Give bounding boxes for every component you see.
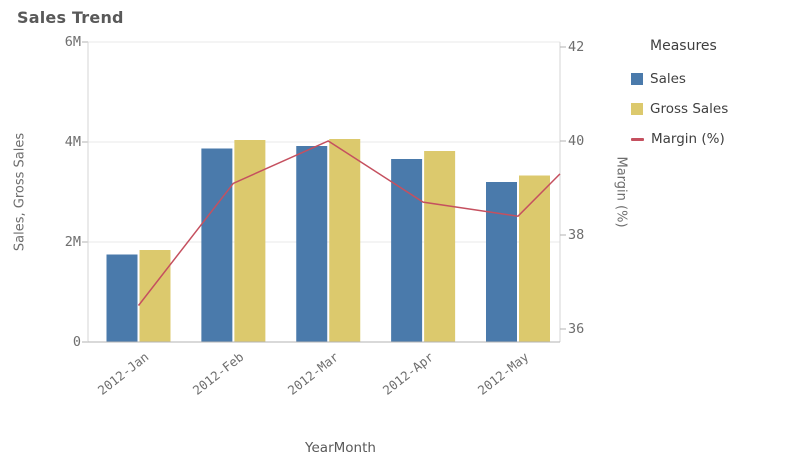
left-axis-tick-label: 0: [72, 334, 81, 350]
legend-item-gross-sales[interactable]: Gross Sales: [631, 102, 728, 116]
legend-title: Measures: [650, 38, 717, 54]
bar-sales-2012-May[interactable]: [486, 182, 517, 342]
left-axis-tick-label: 6M: [64, 34, 81, 50]
right-axis-title: Margin (%): [613, 156, 629, 228]
right-axis-tick-label: 42: [568, 39, 585, 55]
legend-item-margin[interactable]: Margin (%): [631, 132, 725, 146]
sales-swatch-icon: [631, 73, 643, 85]
x-axis-title: YearMonth: [305, 440, 376, 456]
margin-line-swatch-icon: [631, 137, 644, 141]
bar-gross-sales-2012-Jan[interactable]: [139, 250, 171, 342]
bar-gross-sales-2012-May[interactable]: [519, 175, 550, 343]
bar-gross-sales-2012-Feb[interactable]: [234, 140, 266, 342]
margin-line[interactable]: [137, 140, 561, 306]
bar-sales-2012-Apr[interactable]: [391, 159, 423, 342]
right-axis-tick-label: 38: [568, 227, 585, 243]
bar-sales-2012-Jan[interactable]: [106, 254, 138, 343]
chart-title: Sales Trend: [17, 8, 124, 27]
legend-item-label: Margin (%): [651, 131, 725, 147]
right-axis-tick-label: 36: [568, 321, 585, 337]
left-axis-tick-label: 2M: [64, 234, 81, 250]
legend-item-label: Sales: [650, 71, 686, 87]
legend-item-label: Gross Sales: [650, 101, 729, 117]
bar-sales-2012-Feb[interactable]: [201, 148, 233, 343]
bar-gross-sales-2012-Mar[interactable]: [329, 139, 361, 342]
bar-gross-sales-2012-Apr[interactable]: [424, 151, 456, 342]
gross-sales-swatch-icon: [631, 103, 643, 115]
left-axis-tick-label: 4M: [64, 134, 81, 150]
bar-sales-2012-Mar[interactable]: [296, 146, 328, 342]
legend-item-sales[interactable]: Sales: [631, 72, 686, 86]
right-axis-tick-label: 40: [568, 133, 585, 149]
